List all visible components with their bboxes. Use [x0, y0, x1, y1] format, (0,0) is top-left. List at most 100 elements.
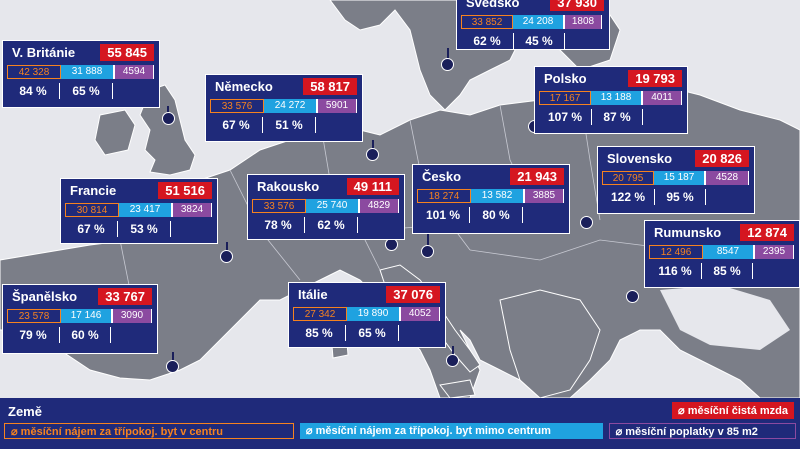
pct-center: 67 % — [210, 117, 263, 133]
fees: 3090 — [112, 309, 152, 323]
land-sicily — [439, 379, 476, 399]
country-name: Švédsko — [466, 0, 520, 10]
legend: Země ⌀ měsíční čistá mzda ⌀ měsíční náje… — [0, 398, 800, 449]
pct-empty — [399, 325, 439, 341]
marker-cesko — [421, 245, 434, 258]
rent-center: 33 852 — [461, 15, 513, 29]
legend-country: Země — [8, 404, 42, 419]
net-wage: 51 516 — [158, 182, 212, 199]
rent-center: 42 328 — [7, 65, 61, 79]
country-name: Polsko — [544, 71, 587, 86]
fees: 4052 — [400, 307, 440, 321]
rent-outside: 31 888 — [61, 65, 114, 79]
leader-svedsko — [447, 48, 449, 62]
net-wage: 58 817 — [303, 78, 357, 95]
pct-center: 62 % — [461, 33, 514, 49]
legend-rent-center: ⌀ měsíční nájem za třípokoj. byt v centr… — [4, 423, 294, 439]
pct-outside: 95 % — [655, 189, 706, 205]
pct-outside: 45 % — [514, 33, 565, 49]
fees: 4011 — [642, 91, 682, 105]
country-name: Rumunsko — [654, 225, 722, 240]
pct-center: 85 % — [293, 325, 346, 341]
fees: 5901 — [317, 99, 357, 113]
pct-center: 107 % — [539, 109, 592, 125]
pct-center: 79 % — [7, 327, 60, 343]
legend-rent-outside: ⌀ měsíční nájem za třípokoj. byt mimo ce… — [299, 423, 603, 439]
card-polsko: Polsko 19 793 17 167 13 188 4011 107 % 87 % — [534, 66, 688, 134]
pct-outside: 80 % — [470, 207, 523, 223]
pct-center: 101 % — [417, 207, 470, 223]
marker-britanie — [162, 112, 175, 125]
pct-outside: 87 % — [592, 109, 643, 125]
rent-center: 23 578 — [7, 309, 61, 323]
legend-row: ⌀ měsíční nájem za třípokoj. byt v centr… — [4, 423, 796, 439]
pct-outside: 53 % — [118, 221, 171, 237]
pct-empty — [523, 207, 563, 223]
pct-center: 67 % — [65, 221, 118, 237]
marker-rumunsko — [626, 290, 639, 303]
rent-center: 27 342 — [293, 307, 347, 321]
rent-center: 12 496 — [649, 245, 703, 259]
country-name: Itálie — [298, 287, 328, 302]
leader-nemecko — [372, 140, 374, 152]
card-rumunsko: Rumunsko 12 874 12 496 8547 2395 116 % 85 % — [644, 220, 800, 288]
marker-slovensko — [580, 216, 593, 229]
rent-center: 30 814 — [65, 203, 119, 217]
net-wage: 49 111 — [346, 178, 399, 195]
card-francie: Francie 51 516 30 814 23 417 3824 67 % 53 % — [60, 178, 218, 244]
pct-empty — [111, 327, 151, 343]
net-wage: 12 874 — [740, 224, 794, 241]
pct-empty — [706, 189, 746, 205]
leader-francie — [226, 242, 228, 254]
pct-center: 84 % — [7, 83, 60, 99]
leader-italie — [452, 346, 454, 360]
land-ireland — [94, 109, 136, 156]
country-name: V. Británie — [12, 45, 76, 60]
rent-center: 33 576 — [252, 199, 306, 213]
pct-center: 78 % — [252, 217, 305, 233]
marker-francie — [220, 250, 233, 263]
pct-empty — [358, 217, 398, 233]
card-slovensko: Slovensko 20 826 20 795 15 187 4528 122 % 95… — [597, 146, 755, 214]
rent-outside: 25 740 — [306, 199, 359, 213]
pct-outside: 65 % — [346, 325, 399, 341]
rent-center: 33 576 — [210, 99, 264, 113]
leader-cesko — [427, 232, 429, 246]
rent-outside: 24 208 — [513, 15, 564, 29]
net-wage: 20 826 — [695, 150, 749, 167]
rent-outside: 24 272 — [264, 99, 317, 113]
net-wage: 37 076 — [386, 286, 440, 303]
pct-outside: 60 % — [60, 327, 111, 343]
pct-empty — [565, 33, 605, 49]
pct-empty — [753, 263, 793, 279]
rent-center: 20 795 — [602, 171, 654, 185]
pct-outside: 65 % — [60, 83, 113, 99]
net-wage: 19 793 — [628, 70, 682, 87]
fees: 3885 — [524, 189, 564, 203]
pct-outside: 62 % — [305, 217, 358, 233]
black-sea — [660, 285, 790, 350]
marker-spanelsko — [166, 360, 179, 373]
rent-outside: 23 417 — [119, 203, 172, 217]
rent-outside: 19 890 — [347, 307, 400, 321]
pct-empty — [113, 83, 153, 99]
net-wage: 33 767 — [98, 288, 152, 305]
fees: 4829 — [359, 199, 399, 213]
land-balkans — [499, 289, 601, 399]
net-wage: 37 930 — [550, 0, 604, 11]
legend-net-wage: ⌀ měsíční čistá mzda — [672, 402, 794, 419]
card-italie: Itálie 37 076 27 342 19 890 4052 85 % 65 % — [288, 282, 446, 348]
rent-center: 17 167 — [539, 91, 591, 105]
pct-center: 122 % — [602, 189, 655, 205]
legend-fees: ⌀ měsíční poplatky v 85 m2 — [608, 423, 796, 439]
marker-nemecko — [366, 148, 379, 161]
pct-center: 116 % — [649, 263, 702, 279]
card-nemecko: Německo 58 817 33 576 24 272 5901 67 % 51 % — [205, 74, 363, 142]
fees: 4594 — [114, 65, 154, 79]
rent-center: 18 274 — [417, 189, 471, 203]
card-cesko: Česko 21 943 18 274 13 582 3885 101 % 80 % — [412, 164, 570, 234]
rent-outside: 15 187 — [654, 171, 705, 185]
leader-spanelsko — [172, 352, 174, 364]
country-name: Slovensko — [607, 151, 673, 166]
card-britanie: V. Británie 55 845 42 328 31 888 4594 84 % 6… — [2, 40, 160, 108]
